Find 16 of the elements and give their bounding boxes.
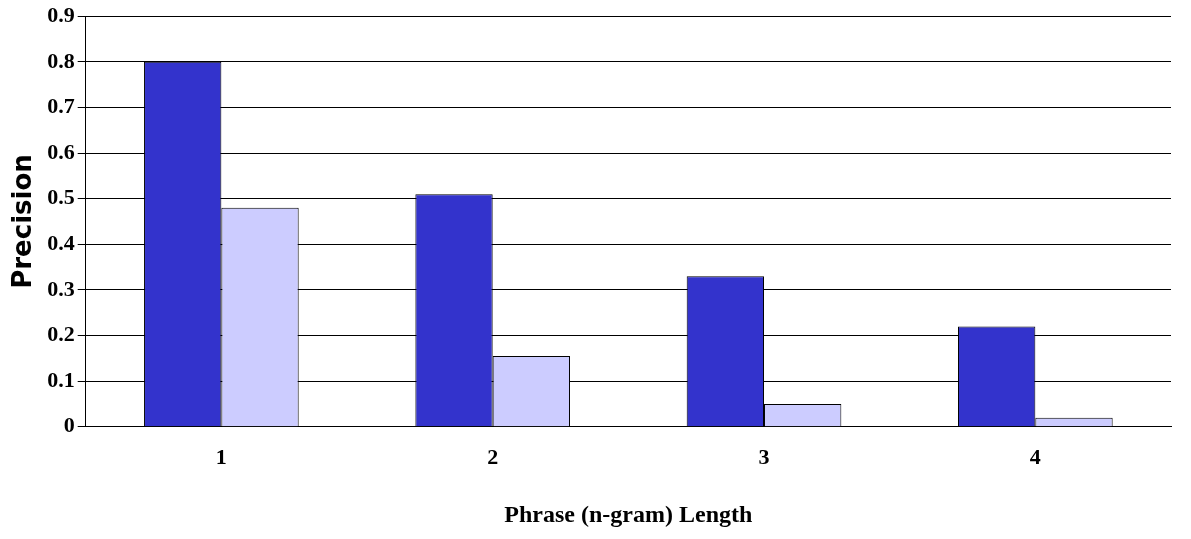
x-axis-title: Phrase (n-gram) Length: [504, 500, 753, 527]
y-tick-label: 0.2: [47, 321, 75, 347]
y-tick-label: 0.8: [47, 47, 75, 73]
y-tick-label: 0.5: [47, 184, 75, 210]
x-tick-label: 3: [758, 443, 770, 469]
x-tick-label: 4: [1029, 443, 1041, 469]
x-tick-label: 2: [487, 443, 499, 469]
y-tick-label: 0.9: [47, 1, 75, 27]
y-tick-label: 0.1: [47, 366, 75, 392]
y-tick-label: 0.3: [47, 275, 75, 301]
y-tick-label: 0: [63, 412, 75, 438]
y-tick-label: 0.6: [47, 138, 75, 164]
y-tick-label: 0.4: [47, 230, 75, 255]
y-tick-label: 0.7: [47, 93, 75, 119]
y-axis-title: Precision: [7, 154, 38, 289]
x-tick-label: 1: [215, 443, 227, 469]
